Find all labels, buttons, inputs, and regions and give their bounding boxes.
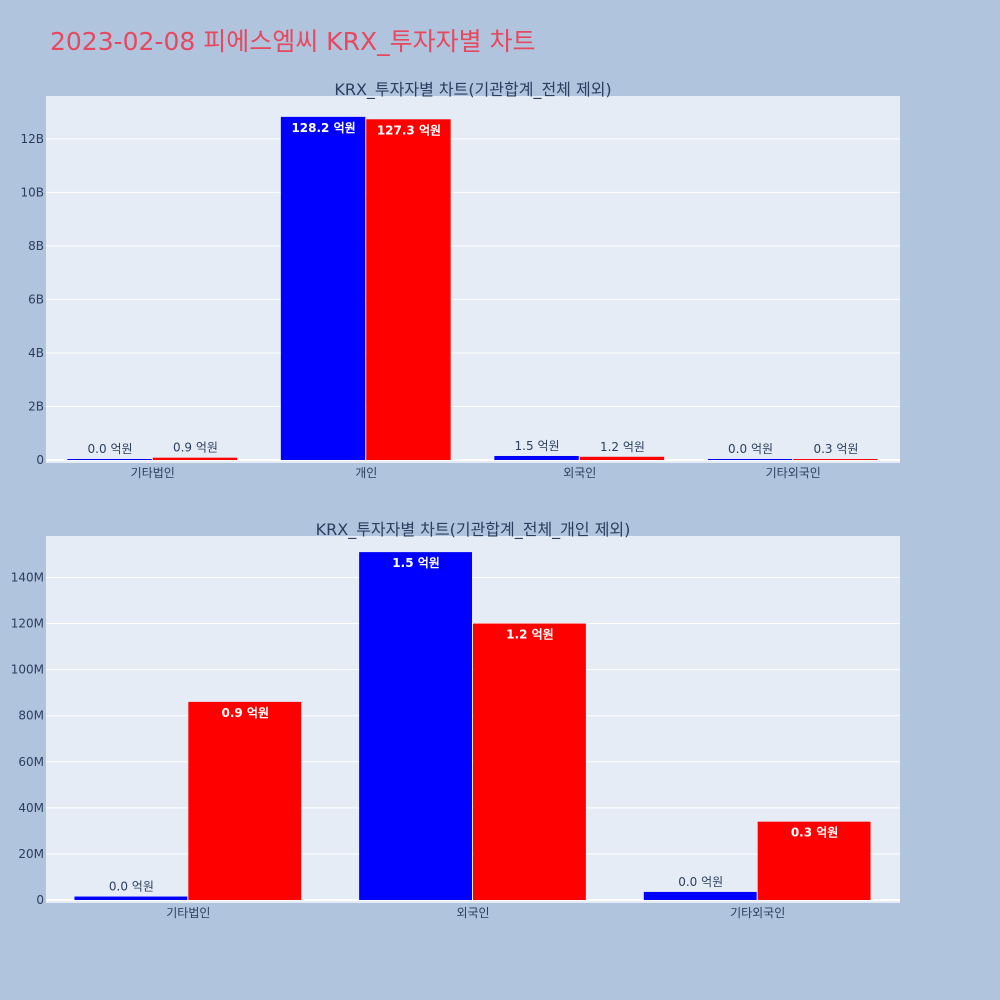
y-tick-label: 12B <box>20 132 44 146</box>
y-tick-label: 80M <box>18 709 44 723</box>
y-tick-label: 2B <box>28 399 44 413</box>
bar <box>579 456 665 460</box>
x-tick-label: 기타외국인 <box>766 466 821 480</box>
page-title: 2023-02-08 피에스엠씨 KRX_투자자별 차트 <box>50 27 536 56</box>
data-label: 0.0 억원 <box>728 442 773 456</box>
data-label: 0.9 억원 <box>222 706 270 720</box>
bar <box>366 119 451 461</box>
y-tick-label: 0 <box>36 453 44 467</box>
bar <box>280 116 366 461</box>
y-tick-label: 140M <box>11 570 44 584</box>
bar <box>473 623 586 900</box>
chart-title-2: KRX_투자자별 차트(기관합계_전체_개인 제외) <box>316 520 631 540</box>
bar <box>494 455 579 460</box>
x-tick-label: 외국인 <box>563 466 596 480</box>
data-label: 0.3 억원 <box>791 826 839 840</box>
y-tick-label: 10B <box>20 185 44 199</box>
y-tick-label: 8B <box>28 239 44 253</box>
data-label: 0.3 억원 <box>813 442 858 456</box>
data-label: 0.0 억원 <box>109 880 154 894</box>
bar <box>793 459 878 460</box>
plot-area-1 <box>46 96 900 463</box>
x-tick-label: 기타외국인 <box>730 906 785 920</box>
x-tick-label: 기타법인 <box>166 906 210 920</box>
x-tick-label: 개인 <box>355 466 377 480</box>
y-tick-label: 60M <box>18 755 44 769</box>
y-tick-label: 4B <box>28 346 44 360</box>
data-label: 1.5 억원 <box>515 439 560 453</box>
bar <box>359 552 472 900</box>
chart-title-1: KRX_투자자별 차트(기관합계_전체 제외) <box>334 80 611 100</box>
data-label: 0.0 억원 <box>678 875 723 889</box>
bar <box>643 891 757 900</box>
y-tick-label: 0 <box>36 893 44 907</box>
data-label: 128.2 억원 <box>291 121 355 135</box>
bar <box>74 896 188 900</box>
y-tick-label: 20M <box>18 847 44 861</box>
data-label: 1.5 억원 <box>392 556 440 570</box>
x-tick-label: 외국인 <box>456 906 489 920</box>
bar <box>707 459 793 460</box>
x-tick-label: 기타법인 <box>131 466 175 480</box>
bar <box>67 459 152 460</box>
y-tick-label: 120M <box>11 617 44 631</box>
bar <box>188 701 302 900</box>
data-label: 1.2 억원 <box>506 628 554 642</box>
y-tick-label: 100M <box>11 663 44 677</box>
data-label: 127.3 억원 <box>377 123 441 137</box>
bar <box>152 457 238 460</box>
data-label: 0.9 억원 <box>173 441 218 455</box>
bar <box>757 821 871 900</box>
y-tick-label: 40M <box>18 801 44 815</box>
y-tick-label: 6B <box>28 292 44 306</box>
data-label: 0.0 억원 <box>88 442 133 456</box>
data-label: 1.2 억원 <box>600 440 645 454</box>
